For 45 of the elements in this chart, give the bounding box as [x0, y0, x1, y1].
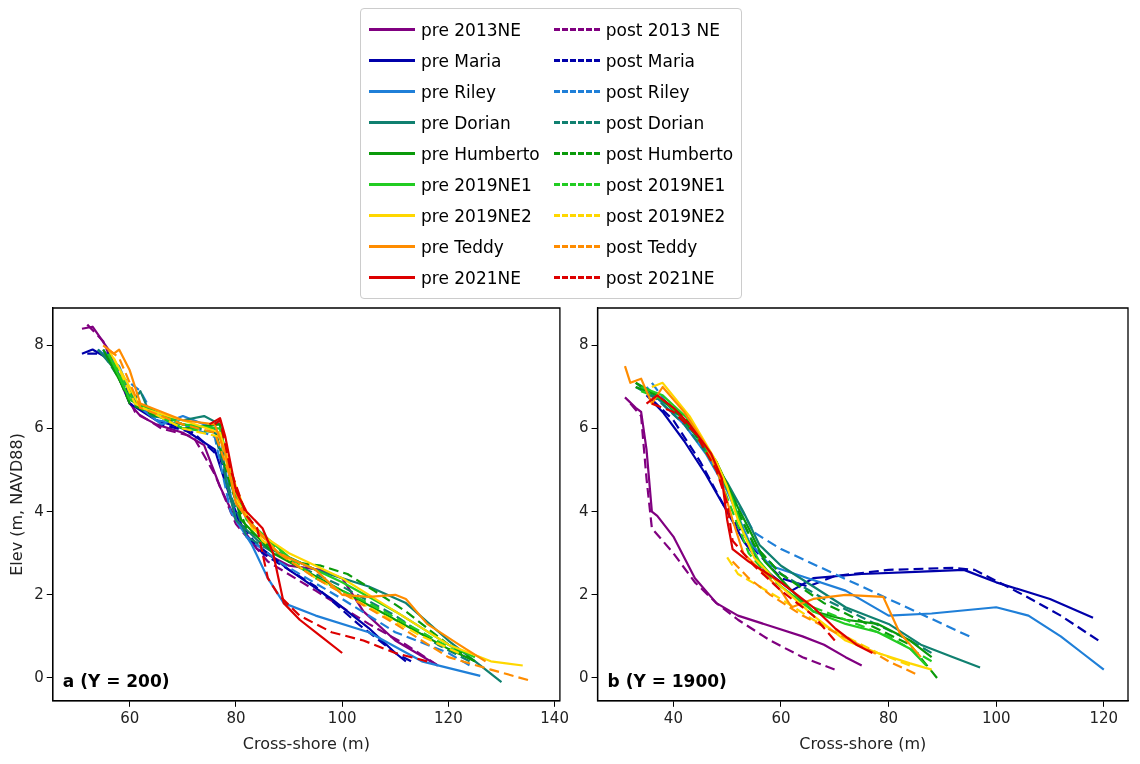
x-tick-label: 120: [434, 708, 463, 727]
x-tick-label: 60: [771, 708, 791, 727]
x-tick-label: 100: [327, 708, 357, 727]
legend-label: pre Teddy: [421, 236, 504, 257]
y-tick-label: 0: [579, 667, 589, 686]
y-tick-label: 6: [34, 418, 44, 437]
legend-label: post Maria: [605, 50, 696, 71]
legend-label: pre Maria: [421, 50, 502, 71]
legend-label: pre Dorian: [421, 112, 511, 133]
annotation: b (Y = 1900): [607, 670, 727, 691]
legend-label: pre Humberto: [421, 143, 540, 164]
legend-label: pre 2019NE2: [421, 205, 532, 226]
legend-label: pre Riley: [421, 81, 497, 102]
y-tick-label: 6: [579, 418, 589, 437]
legend-label: post 2019NE1: [605, 174, 726, 195]
y-tick-label: 0: [34, 667, 44, 686]
legend-label: post Riley: [605, 81, 690, 102]
x-tick-label: 80: [879, 708, 899, 727]
y-tick-label: 4: [34, 501, 44, 520]
legend-label: post 2019NE2: [605, 205, 726, 226]
y-tick-label: 8: [579, 335, 589, 354]
line-series: [213, 419, 429, 663]
y-tick-label: 8: [34, 335, 44, 354]
legend-label: pre 2013NE: [421, 19, 521, 40]
x-axis-title: Cross-shore (m): [242, 733, 370, 753]
x-tick-label: 80: [226, 708, 246, 727]
x-tick-label: 120: [1089, 708, 1119, 727]
legend-label: pre 2019NE1: [421, 174, 532, 195]
legend-label: post Humberto: [605, 143, 734, 164]
annotation: a (Y = 200): [62, 670, 170, 691]
legend-label: post Teddy: [605, 236, 698, 257]
legend-label: post 2013 NE: [605, 19, 720, 40]
x-tick-label: 140: [540, 708, 569, 727]
x-tick-label: 60: [120, 708, 140, 727]
y-axis-title: Elev (m, NAVD88): [6, 433, 26, 576]
y-tick-label: 2: [579, 584, 589, 603]
y-tick-label: 2: [34, 584, 44, 603]
y-tick-label: 4: [579, 501, 589, 520]
legend-label: post Dorian: [605, 112, 705, 133]
x-axis-title: Cross-shore (m): [799, 733, 927, 753]
legend-label: pre 2021NE: [421, 267, 521, 288]
legend-label: post 2021NE: [605, 267, 715, 288]
line-series: [650, 402, 836, 642]
x-tick-label: 100: [981, 708, 1011, 727]
x-tick-label: 40: [663, 708, 683, 727]
